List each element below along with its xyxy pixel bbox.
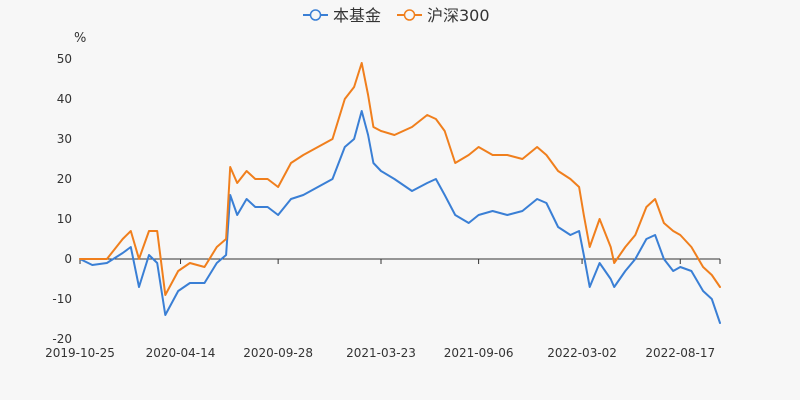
y-tick-label: 10: [57, 212, 72, 226]
x-tick-label: 2019-10-25: [45, 346, 115, 360]
series-layer: [79, 62, 721, 324]
y-axis: -20 -10 0 10 20 30 40 50: [52, 52, 72, 346]
y-tick-label: -20: [52, 332, 72, 346]
x-tick-label: 2021-09-06: [444, 346, 514, 360]
legend-marker-fund: [309, 9, 322, 21]
legend-label-csi300: 沪深300: [427, 6, 490, 25]
y-tick-label: 50: [57, 52, 72, 66]
x-tick-label: 2020-09-28: [243, 346, 313, 360]
x-tick-label: 2020-04-14: [146, 346, 216, 360]
legend-item-csi300[interactable]: 沪深300: [397, 6, 490, 25]
y-axis-unit: %: [74, 31, 86, 46]
y-tick-label: 0: [64, 252, 72, 266]
y-tick-label: 30: [57, 132, 72, 146]
series-line-fund: [79, 110, 721, 324]
x-tick-label: 2021-03-23: [346, 346, 416, 360]
legend: 本基金 沪深300: [303, 6, 490, 25]
x-tick-label: 2022-08-17: [645, 346, 715, 360]
x-axis: 2019-10-25 2020-04-14 2020-09-28 2021-03-23…: [45, 259, 721, 360]
y-tick-label: -10: [52, 292, 72, 306]
legend-item-fund[interactable]: 本基金: [303, 6, 381, 25]
y-tick-label: 40: [57, 92, 72, 106]
legend-marker-csi300: [403, 9, 416, 21]
y-tick-label: 20: [57, 172, 72, 186]
series-line-csi300: [79, 62, 721, 296]
legend-label-fund: 本基金: [333, 6, 381, 25]
x-tick-label: 2022-03-02: [547, 346, 617, 360]
